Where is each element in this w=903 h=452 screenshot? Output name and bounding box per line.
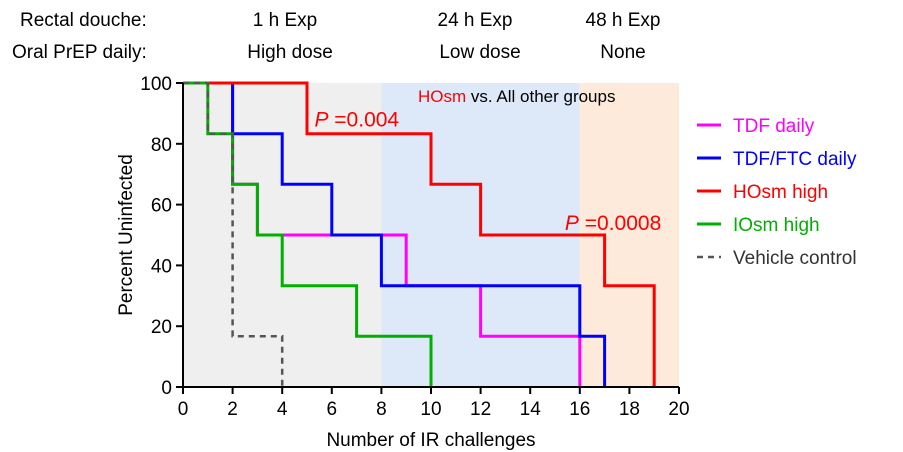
y-tick-label: 100: [140, 74, 172, 95]
column-1-exposure: 1 h Exp: [253, 10, 317, 31]
legend-label-3: HOsm high: [733, 182, 828, 203]
y-tick-label: 0: [161, 378, 172, 399]
x-tick-label: 18: [619, 399, 640, 420]
y-tick-label: 40: [151, 256, 172, 277]
legend: TDF daily TDF/FTC daily HOsm high IOsm high…: [697, 116, 857, 269]
x-tick-label: 16: [569, 399, 590, 420]
comparison-label: HOsm vs. All other groups: [418, 87, 615, 106]
legend-label-4: IOsm high: [733, 215, 820, 236]
series-lines: [183, 81, 656, 387]
y-tick-label: 60: [151, 196, 172, 217]
x-tick-label: 8: [376, 399, 387, 420]
x-tick-label: 2: [227, 399, 238, 420]
p-value-2: P =0.0008: [565, 212, 661, 235]
column-2-exposure: 24 h Exp: [438, 10, 513, 31]
legend-label-2: TDF/FTC daily: [733, 149, 857, 170]
x-tick-label: 20: [668, 399, 689, 420]
chart-header: Rectal douche: Oral PrEP daily: 1 h Exp …: [12, 10, 661, 63]
x-tick-label: 10: [420, 399, 441, 420]
x-tick-label: 0: [178, 399, 189, 420]
series-line-4: [183, 81, 433, 387]
column-2-dose: Low dose: [439, 42, 520, 63]
x-axis-title: Number of IR challenges: [326, 430, 535, 451]
column-3-dose: None: [600, 42, 645, 63]
comparison-highlight: HOsm: [418, 87, 466, 106]
rectal-douche-label: Rectal douche:: [20, 10, 147, 31]
column-1-dose: High dose: [247, 42, 333, 63]
comparison-rest: vs. All other groups: [466, 87, 615, 106]
series-line-3: [183, 81, 656, 387]
x-tick-label: 12: [470, 399, 491, 420]
annotations: HOsm vs. All other groups P =0.004 P =0.00…: [314, 87, 661, 235]
x-tick-label: 6: [327, 399, 338, 420]
legend-label-5: Vehicle control: [733, 248, 857, 269]
column-3-exposure: 48 h Exp: [586, 10, 661, 31]
y-axis-title: Percent Uninfected: [116, 154, 137, 316]
legend-label-1: TDF daily: [733, 116, 815, 137]
series-line-5: [183, 81, 284, 387]
y-tick-label: 80: [151, 135, 172, 156]
axes: 0 2 4 6 8 10 12 14 16 18 20 0 20 40 60 80 100 Number of I…: [116, 74, 690, 451]
x-tick-label: 4: [277, 399, 288, 420]
x-tick-label: 14: [520, 399, 542, 420]
oral-prep-label: Oral PrEP daily:: [12, 42, 147, 63]
y-tick-label: 20: [151, 317, 172, 338]
p-value-1: P =0.004: [314, 108, 399, 131]
